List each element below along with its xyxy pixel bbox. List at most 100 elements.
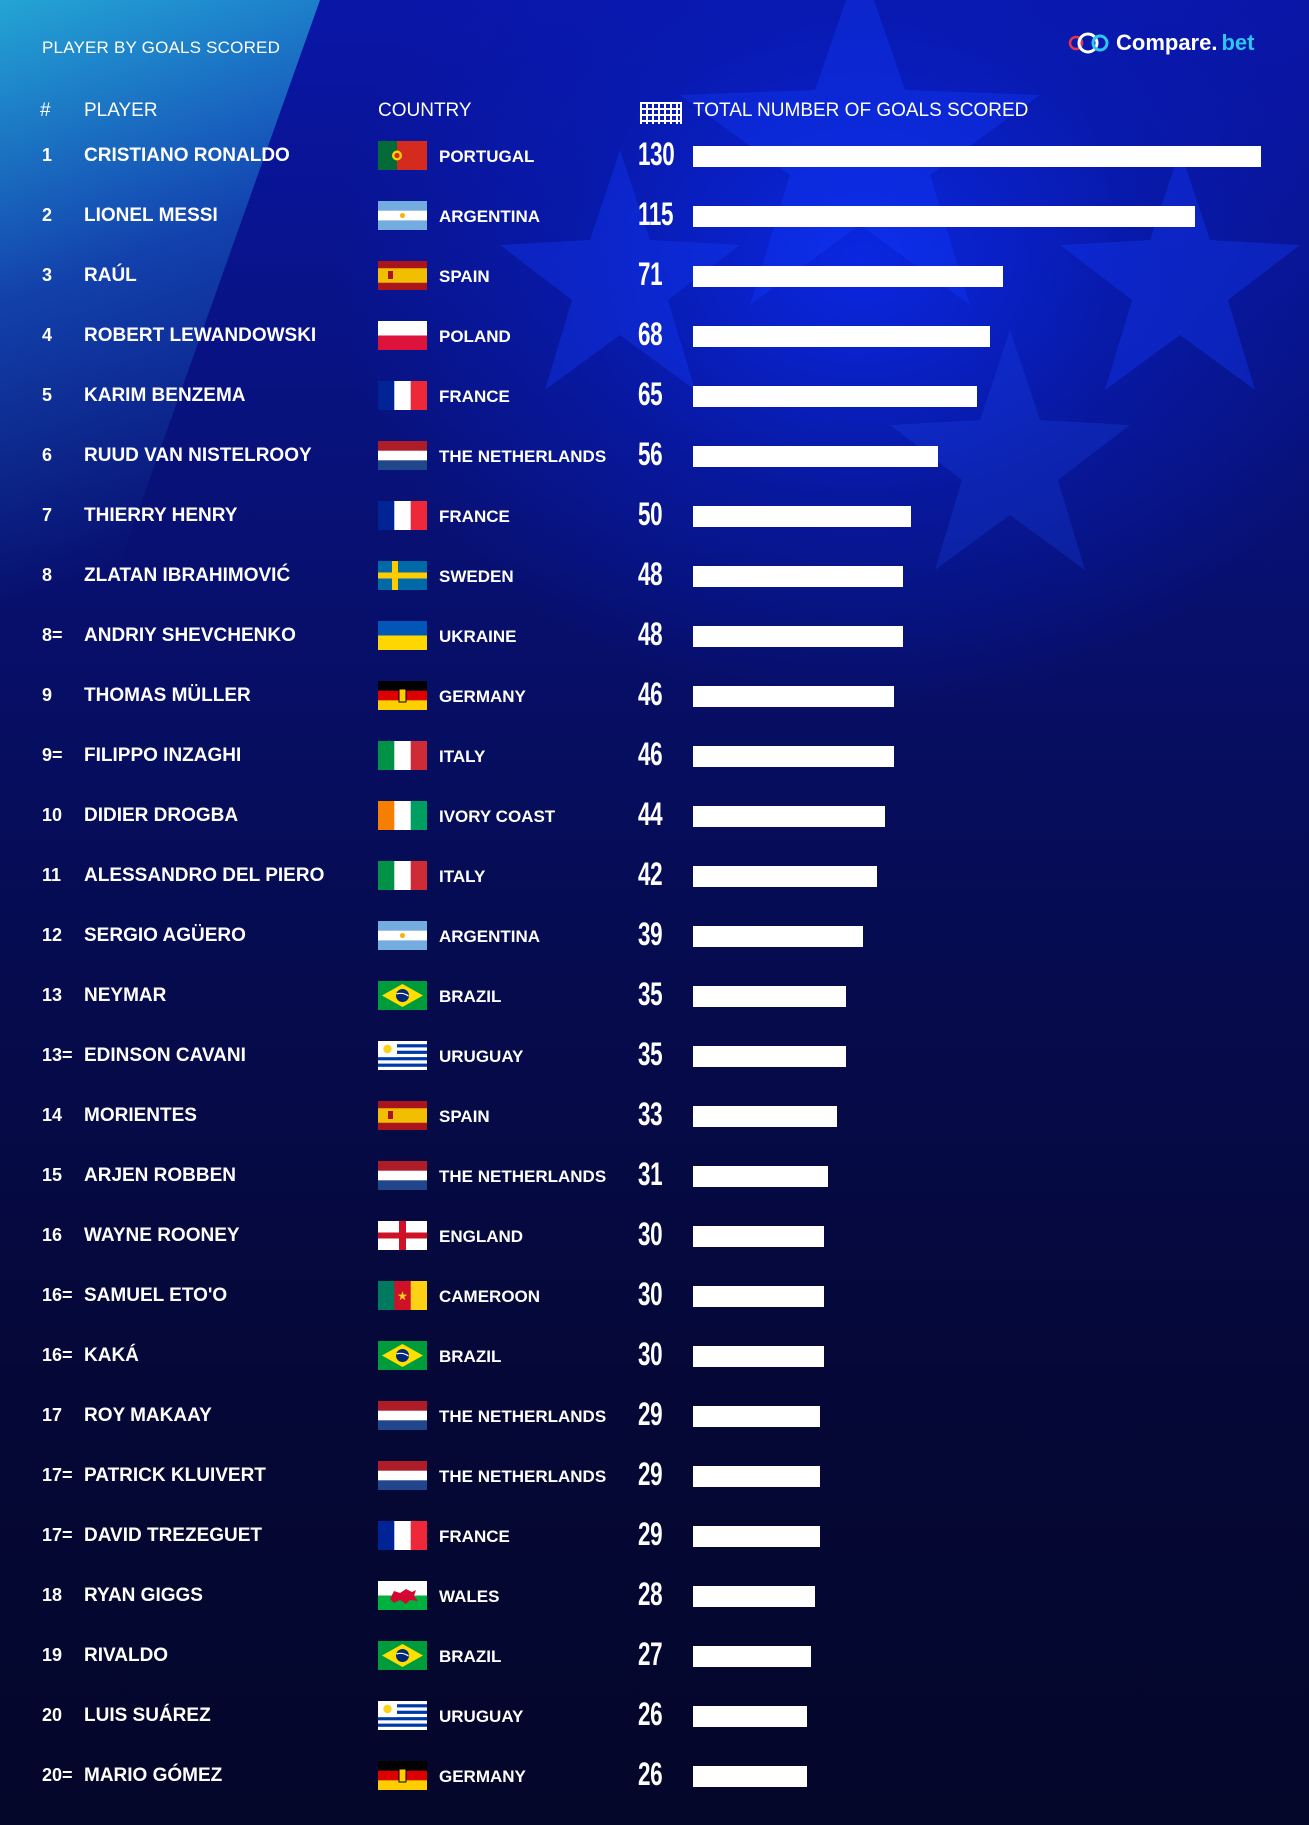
goals-data-label: 46 (638, 736, 663, 772)
goals-bar (693, 1526, 820, 1547)
england-flag-icon (378, 1221, 427, 1250)
country-name: ARGENTINA (439, 207, 541, 226)
country-name: GERMANY (439, 1767, 526, 1786)
country-name: THE NETHERLANDS (439, 447, 607, 466)
player-name: ANDRIY SHEVCHENKO (84, 625, 296, 646)
netherlands-flag-icon (378, 1161, 427, 1190)
player-name: MARIO GÓMEZ (84, 1765, 223, 1786)
rank-label: 4 (42, 325, 53, 345)
table-row: 13 NEYMAR BRAZIL 35 (0, 976, 1309, 1016)
france-flag-icon (378, 381, 427, 410)
sweden-flag-icon (378, 561, 427, 590)
table-row: 3 RAÚL SPAIN 71 (0, 256, 1309, 296)
goals-data-label: 48 (638, 556, 663, 592)
goals-data-label: 26 (638, 1756, 663, 1792)
player-name: WAYNE ROONEY (84, 1225, 240, 1246)
rank-label: 16 (42, 1225, 63, 1245)
goals-data-label: 31 (638, 1156, 663, 1192)
goals-data-label: 48 (638, 616, 663, 652)
goals-bar (693, 266, 1003, 287)
goals-bar (693, 326, 990, 347)
country-name: THE NETHERLANDS (439, 1467, 607, 1486)
country-name: URUGUAY (439, 1707, 524, 1726)
table-row: 10 DIDIER DROGBA IVORY COAST 44 (0, 796, 1309, 836)
table-row: 9 THOMAS MÜLLER GERMANY 46 (0, 676, 1309, 716)
rank-label: 5 (42, 385, 53, 405)
goals-data-label: 29 (638, 1396, 663, 1432)
italy-flag-icon (378, 741, 427, 770)
table-row: 19 RIVALDO BRAZIL 27 (0, 1636, 1309, 1676)
table-row: 16= SAMUEL ETO'O CAMEROON 30 (0, 1276, 1309, 1316)
cameroon-flag-icon (378, 1281, 427, 1310)
brazil-flag-icon (378, 1641, 427, 1670)
table-row: 1 CRISTIANO RONALDO PORTUGAL 130 (0, 136, 1309, 176)
goals-data-label: 30 (638, 1216, 663, 1252)
goals-data-label: 56 (638, 436, 663, 472)
country-name: SWEDEN (439, 567, 514, 586)
goals-data-label: 50 (638, 496, 663, 532)
goals-data-label: 27 (638, 1636, 663, 1672)
country-name: BRAZIL (439, 1647, 502, 1666)
goals-data-label: 44 (638, 796, 663, 832)
rank-label: 7 (42, 505, 53, 525)
table-row: 16= KAKÁ BRAZIL 30 (0, 1336, 1309, 1376)
country-name: BRAZIL (439, 1347, 502, 1366)
rank-label: 11 (42, 865, 62, 885)
country-name: SPAIN (439, 267, 490, 286)
goals-bar (693, 866, 877, 887)
country-name: ITALY (439, 747, 486, 766)
goals-bar (693, 1646, 811, 1667)
player-name: KAKÁ (84, 1345, 139, 1366)
goals-data-label: 30 (638, 1276, 663, 1312)
player-name: THIERRY HENRY (84, 505, 238, 526)
player-name: KARIM BENZEMA (84, 385, 246, 406)
brazil-flag-icon (378, 981, 427, 1010)
rank-label: 8= (42, 625, 63, 645)
rank-label: 10 (42, 805, 63, 825)
table-row: 9= FILIPPO INZAGHI ITALY 46 (0, 736, 1309, 776)
goals-data-label: 115 (638, 196, 674, 232)
player-name: RIVALDO (84, 1645, 169, 1666)
rank-label: 19 (42, 1645, 63, 1665)
goals-bar (693, 1766, 807, 1787)
country-name: UKRAINE (439, 627, 517, 646)
italy-flag-icon (378, 861, 427, 890)
rank-label: 17 (42, 1405, 63, 1425)
rank-label: 17= (42, 1525, 73, 1545)
rank-label: 20= (42, 1765, 73, 1785)
table-row: 2 LIONEL MESSI ARGENTINA 115 (0, 196, 1309, 236)
spain-flag-icon (378, 261, 427, 290)
goals-bar (693, 386, 977, 407)
goals-data-label: 30 (638, 1336, 663, 1372)
compare-bet-logo-icon (1068, 32, 1109, 54)
country-name: FRANCE (439, 1527, 510, 1546)
player-name: LIONEL MESSI (84, 205, 218, 226)
goals-data-label: 35 (638, 1036, 663, 1072)
netherlands-flag-icon (378, 1401, 427, 1430)
player-name: RYAN GIGGS (84, 1585, 203, 1606)
ukraine-flag-icon (378, 621, 427, 650)
brand-logo[interactable]: Compare. bet (1068, 30, 1254, 56)
portugal-flag-icon (378, 141, 427, 170)
player-name: NEYMAR (84, 985, 167, 1006)
player-name: EDINSON CAVANI (84, 1045, 246, 1066)
goals-data-label: 29 (638, 1516, 663, 1552)
player-name: ROY MAKAAY (84, 1405, 212, 1426)
country-name: SPAIN (439, 1107, 490, 1126)
rank-label: 13= (42, 1045, 73, 1065)
goals-data-label: 33 (638, 1096, 663, 1132)
player-name: ALESSANDRO DEL PIERO (84, 865, 325, 886)
table-row: 4 ROBERT LEWANDOWSKI POLAND 68 (0, 316, 1309, 356)
goal-net-icon (640, 102, 682, 124)
goals-bar (693, 806, 885, 827)
goals-bar (693, 1706, 807, 1727)
rank-label: 3 (42, 265, 53, 285)
country-name: CAMEROON (439, 1287, 541, 1306)
country-name: ENGLAND (439, 1227, 524, 1246)
ivory-coast-flag-icon (378, 801, 427, 830)
table-row: 14 MORIENTES SPAIN 33 (0, 1096, 1309, 1136)
poland-flag-icon (378, 321, 427, 350)
rank-label: 15 (42, 1165, 63, 1185)
player-name: SAMUEL ETO'O (84, 1285, 228, 1306)
